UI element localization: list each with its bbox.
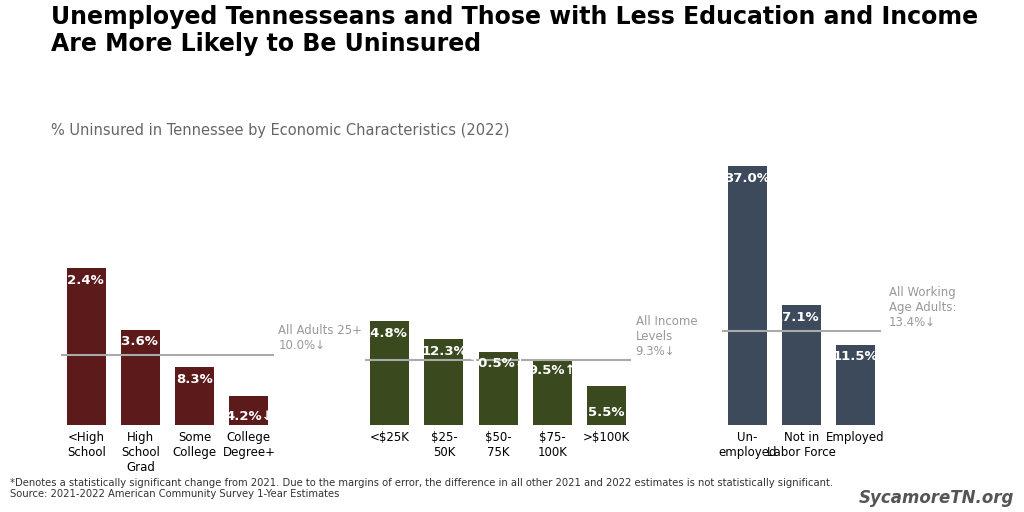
Bar bbox=[229, 396, 268, 425]
Text: SycamoreTN.org: SycamoreTN.org bbox=[858, 489, 1014, 507]
Text: 5.5%: 5.5% bbox=[588, 406, 625, 419]
Bar bbox=[782, 305, 821, 425]
Text: 37.0%: 37.0% bbox=[724, 172, 770, 185]
Bar bbox=[532, 358, 571, 425]
Text: 9.5%↑: 9.5%↑ bbox=[528, 364, 577, 377]
Bar bbox=[425, 339, 464, 425]
Bar bbox=[837, 345, 876, 425]
Bar bbox=[67, 268, 105, 425]
Text: 17.1%↓: 17.1%↓ bbox=[773, 311, 829, 324]
Bar bbox=[121, 330, 160, 425]
Text: 4.2%↓: 4.2%↓ bbox=[225, 410, 272, 423]
Text: 11.5%: 11.5% bbox=[833, 350, 879, 363]
Text: Unemployed Tennesseans and Those with Less Education and Income
Are More Likely : Unemployed Tennesseans and Those with Le… bbox=[51, 5, 978, 56]
Bar bbox=[371, 322, 410, 425]
Text: 14.8%↓: 14.8%↓ bbox=[361, 327, 418, 340]
Text: 13.6%↓: 13.6%↓ bbox=[112, 335, 169, 349]
Bar bbox=[175, 367, 214, 425]
Bar bbox=[587, 387, 626, 425]
Text: All Adults 25+
10.0%↓: All Adults 25+ 10.0%↓ bbox=[279, 324, 362, 352]
Text: 12.3%: 12.3% bbox=[421, 345, 467, 357]
Text: All Working
Age Adults:
13.4%↓: All Working Age Adults: 13.4%↓ bbox=[889, 286, 956, 329]
Text: 8.3%: 8.3% bbox=[176, 373, 213, 386]
Text: *Denotes a statistically significant change from 2021. Due to the margins of err: *Denotes a statistically significant cha… bbox=[10, 478, 834, 499]
Text: 10.5%↓: 10.5%↓ bbox=[470, 357, 526, 370]
Text: % Uninsured in Tennessee by Economic Characteristics (2022): % Uninsured in Tennessee by Economic Cha… bbox=[51, 123, 510, 138]
Text: All Income
Levels
9.3%↓: All Income Levels 9.3%↓ bbox=[636, 315, 697, 358]
Bar bbox=[728, 166, 767, 425]
Bar bbox=[478, 352, 517, 425]
Text: 22.4%↓: 22.4%↓ bbox=[58, 274, 115, 287]
